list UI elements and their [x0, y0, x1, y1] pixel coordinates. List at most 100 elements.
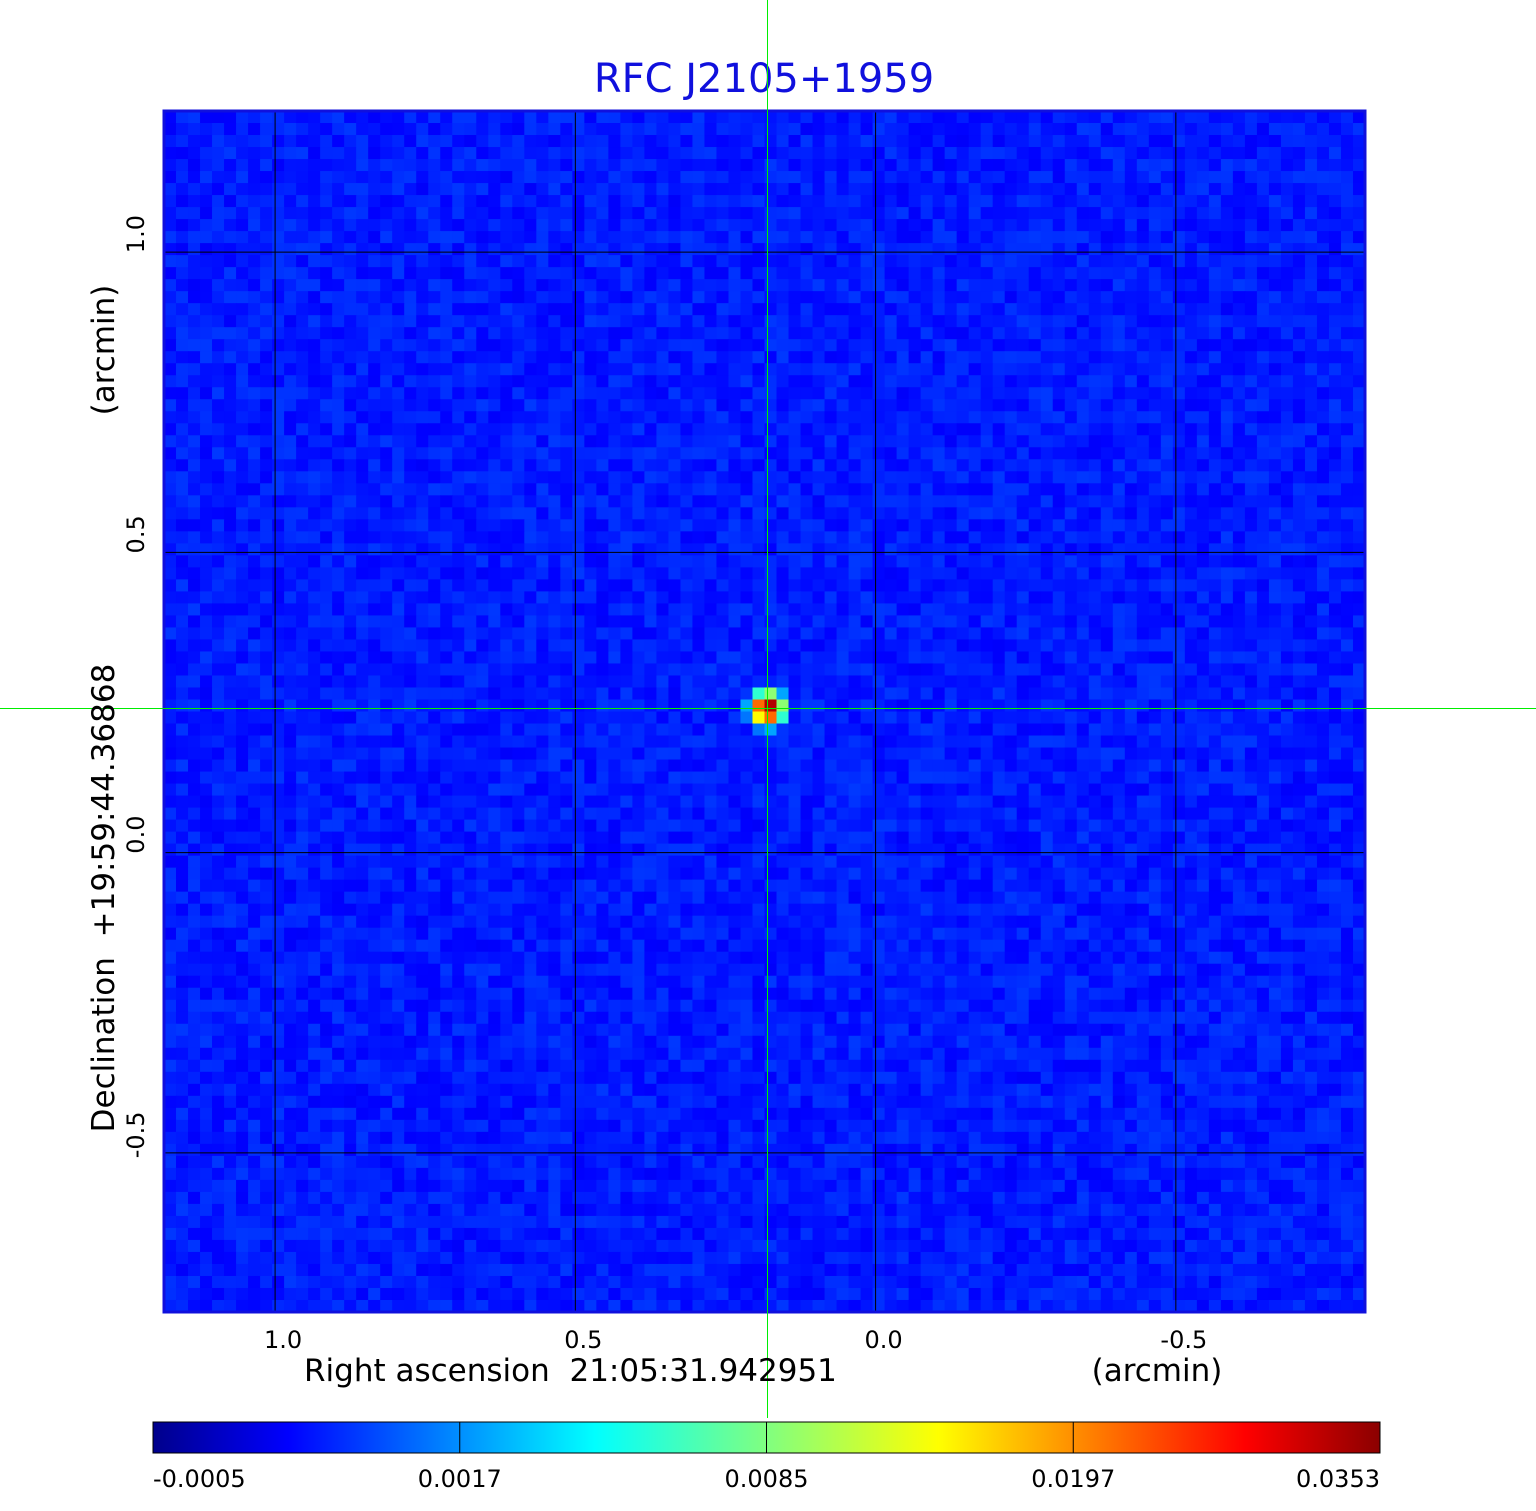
- image-pixel: [716, 123, 730, 136]
- image-pixel: [584, 327, 597, 340]
- image-pixel: [548, 279, 561, 292]
- image-pixel: [620, 135, 633, 148]
- image-pixel: [824, 447, 838, 460]
- image-pixel: [788, 123, 802, 136]
- image-pixel: [1052, 699, 1066, 713]
- image-pixel: [500, 291, 513, 304]
- image-pixel: [380, 459, 393, 472]
- image-pixel: [332, 627, 345, 641]
- image-pixel: [872, 195, 886, 208]
- image-pixel: [464, 435, 477, 448]
- image-pixel: [404, 111, 417, 124]
- image-pixel: [236, 579, 249, 592]
- image-pixel: [1292, 123, 1306, 136]
- image-pixel: [884, 243, 898, 256]
- image-pixel: [908, 663, 922, 677]
- image-pixel: [284, 195, 297, 208]
- image-pixel: [1328, 291, 1342, 304]
- image-pixel: [1064, 603, 1078, 617]
- image-pixel: [1148, 483, 1162, 496]
- image-pixel: [428, 651, 441, 665]
- image-pixel: [176, 231, 189, 244]
- image-pixel: [1220, 567, 1234, 580]
- image-pixel: [1124, 243, 1138, 256]
- image-pixel: [1172, 459, 1186, 472]
- image-pixel: [884, 435, 898, 448]
- image-pixel: [392, 531, 405, 544]
- image-pixel: [788, 387, 802, 400]
- image-pixel: [200, 243, 213, 256]
- image-pixel: [1328, 603, 1342, 617]
- image-pixel: [920, 663, 934, 677]
- image-pixel: [1328, 651, 1342, 665]
- image-pixel: [236, 483, 249, 496]
- image-pixel: [356, 435, 369, 448]
- image-pixel: [404, 675, 417, 689]
- image-pixel: [1160, 159, 1174, 172]
- image-pixel: [224, 351, 237, 364]
- image-pixel: [668, 507, 682, 520]
- image-pixel: [752, 435, 766, 448]
- image-pixel: [464, 243, 477, 256]
- image-pixel: [1172, 255, 1186, 268]
- image-pixel: [512, 639, 525, 653]
- image-pixel: [296, 159, 309, 172]
- image-pixel: [644, 279, 658, 292]
- image-pixel: [1088, 663, 1102, 677]
- image-pixel: [1148, 243, 1162, 256]
- image-pixel: [1244, 351, 1258, 364]
- image-pixel: [1124, 615, 1138, 629]
- image-pixel: [764, 123, 778, 136]
- image-pixel: [392, 423, 405, 436]
- image-pixel: [464, 495, 477, 508]
- image-pixel: [992, 243, 1006, 256]
- image-pixel: [512, 159, 525, 172]
- image-pixel: [824, 639, 838, 653]
- image-pixel: [1052, 531, 1066, 544]
- image-pixel: [1136, 327, 1150, 340]
- image-pixel: [1088, 579, 1102, 592]
- image-pixel: [224, 387, 237, 400]
- image-pixel: [944, 219, 958, 232]
- image-pixel: [920, 207, 934, 220]
- image-pixel: [644, 567, 658, 580]
- image-pixel: [356, 171, 369, 184]
- image-pixel: [464, 567, 477, 580]
- image-pixel: [1232, 267, 1246, 280]
- image-pixel: [620, 375, 633, 388]
- image-pixel: [992, 183, 1006, 196]
- image-pixel: [1028, 231, 1042, 244]
- image-pixel: [488, 483, 501, 496]
- image-pixel: [548, 255, 561, 268]
- image-pixel: [668, 699, 682, 713]
- image-pixel: [908, 291, 922, 304]
- image-pixel: [824, 159, 838, 172]
- image-pixel: [776, 375, 790, 388]
- image-pixel: [680, 459, 694, 472]
- image-pixel: [524, 675, 537, 689]
- image-pixel: [428, 447, 441, 460]
- image-pixel: [956, 675, 970, 689]
- image-pixel: [272, 243, 285, 256]
- image-pixel: [572, 291, 585, 304]
- image-pixel: [908, 363, 922, 376]
- image-pixel: [308, 279, 321, 292]
- image-pixel: [212, 327, 225, 340]
- image-pixel: [320, 195, 333, 208]
- image-pixel: [1208, 387, 1222, 400]
- image-pixel: [476, 195, 489, 208]
- image-pixel: [164, 195, 177, 208]
- image-pixel: [884, 495, 898, 508]
- image-pixel: [1244, 615, 1258, 629]
- image-pixel: [524, 435, 537, 448]
- image-pixel: [644, 363, 658, 376]
- image-pixel: [1028, 579, 1042, 592]
- image-pixel: [800, 375, 814, 388]
- image-pixel: [836, 435, 850, 448]
- image-pixel: [656, 399, 670, 412]
- image-pixel: [956, 555, 970, 568]
- image-pixel: [1232, 483, 1246, 496]
- image-pixel: [260, 339, 273, 352]
- image-pixel: [1280, 159, 1294, 172]
- image-pixel: [1148, 303, 1162, 316]
